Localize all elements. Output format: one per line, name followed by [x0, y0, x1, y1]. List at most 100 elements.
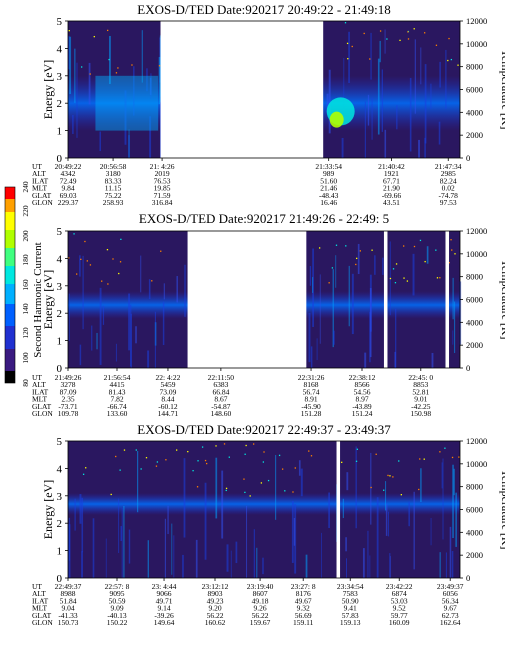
- heatmap-speckle: [379, 30, 382, 32]
- heatmap-streak: [146, 68, 148, 92]
- ephemeris-row-label: MLT: [32, 184, 48, 193]
- ephemeris-cell: 8853: [413, 380, 428, 389]
- ephemeris-cell: 59.77: [391, 611, 408, 620]
- heatmap-streak: [305, 554, 308, 578]
- heatmap-streak: [109, 35, 111, 84]
- heatmap-streak: [128, 529, 131, 564]
- ephemeris-cell: 8168: [304, 380, 319, 389]
- heatmap-streak: [79, 494, 82, 524]
- heatmap-streak: [82, 255, 84, 330]
- heatmap-streak: [431, 352, 434, 368]
- heatmap-streak: [173, 535, 175, 578]
- ephemeris-cell: 21.90: [383, 184, 400, 193]
- ephemeris-row-label: MLT: [32, 604, 48, 613]
- heatmap-streak: [291, 500, 294, 563]
- heatmap-streak: [135, 326, 137, 344]
- heatmap-streak: [412, 253, 415, 296]
- ephemeris-cell: 9.04: [61, 604, 74, 613]
- ephemeris-cell: 8.44: [161, 395, 174, 404]
- ephemeris-cell: 21.46: [320, 184, 337, 193]
- heatmap-speckle: [418, 488, 420, 491]
- ephemeris-cell: 22:45: 0: [408, 373, 433, 382]
- heatmap-streak: [364, 352, 367, 368]
- heatmap-streak: [123, 506, 125, 578]
- y2-tick-label: 6000: [466, 85, 483, 95]
- heatmap-speckle: [215, 445, 217, 447]
- heatmap-speckle: [262, 461, 265, 463]
- heatmap-streak: [184, 264, 186, 317]
- ephemeris-cell: 57.83: [342, 611, 359, 620]
- colorbar: 80 100 120 140 160 180 200 220 240 Secon…: [4, 181, 44, 387]
- heatmap-streak: [370, 32, 372, 80]
- ephemeris-row-label: UT: [32, 162, 42, 171]
- ephemeris-cell: 162.64: [440, 618, 461, 627]
- heatmap-speckle: [205, 462, 208, 465]
- heatmap-speckle: [451, 456, 454, 459]
- ephemeris-cell: 83.33: [105, 176, 122, 185]
- heatmap-speckle: [244, 491, 246, 494]
- ephemeris-cell: -40.13: [107, 611, 127, 620]
- heatmap-streak: [246, 505, 248, 578]
- heatmap-speckle: [370, 486, 372, 489]
- heatmap-streak: [321, 532, 322, 578]
- heatmap-speckle: [82, 473, 85, 475]
- heatmap-streak: [164, 518, 166, 578]
- ephemeris-cell: 2.35: [61, 395, 74, 404]
- heatmap-streak: [88, 62, 91, 105]
- ephemeris-cell: 109.78: [58, 409, 79, 418]
- heatmap-speckle: [318, 247, 321, 249]
- heatmap-speckle: [419, 458, 421, 460]
- colorbar-seg-2: [5, 326, 15, 349]
- ephemeris-cell: 82.24: [440, 176, 457, 185]
- heatmap-streak: [230, 550, 232, 578]
- heatmap-streak: [326, 93, 329, 113]
- ephemeris-cell: 23: 4:44: [152, 582, 177, 591]
- heatmap-speckle: [403, 245, 405, 247]
- heatmap-speckle: [204, 459, 207, 462]
- ephemeris-cell: 2019: [155, 169, 170, 178]
- heatmap-speckle: [267, 479, 270, 482]
- heatmap-streak: [298, 460, 301, 476]
- heatmap-speckle: [386, 38, 388, 40]
- heatmap-streak: [92, 518, 95, 578]
- ephemeris-cell: -60.12: [158, 402, 178, 411]
- ephemeris-cell: 20:56:58: [100, 162, 127, 171]
- ephemeris-cell: 21:47:34: [435, 162, 462, 171]
- heatmap-speckle: [76, 273, 78, 275]
- heatmap-streak: [99, 131, 101, 152]
- heatmap-streak: [418, 139, 421, 158]
- panel-title: EXOS-D/TED Date:920217 21:49:26 - 22:49:…: [139, 211, 389, 226]
- y-tick-label: 5: [57, 226, 63, 238]
- ephemeris-cell: 9.14: [157, 604, 170, 613]
- heatmap-streak: [387, 511, 390, 537]
- heatmap-speckle: [424, 260, 426, 263]
- ephemeris-cell: -74.78: [439, 191, 459, 200]
- ephemeris-cell: 21:33:54: [315, 162, 342, 171]
- ephemeris-cell: -66.74: [107, 402, 127, 411]
- heatmap-speckle: [328, 282, 330, 284]
- heatmap-streak: [345, 537, 347, 552]
- ephemeris-cell: 22:57: 8: [105, 582, 130, 591]
- ephemeris-cell: 23:34:54: [337, 582, 364, 591]
- heatmap-speckle: [389, 277, 392, 280]
- heatmap-streak: [309, 266, 312, 286]
- heatmap-speckle: [107, 283, 109, 285]
- ephemeris-cell: 21:56:54: [104, 373, 131, 382]
- heatmap-speckle: [249, 495, 251, 497]
- heatmap-speckle: [93, 35, 95, 38]
- heatmap-streak: [367, 94, 370, 126]
- heatmap-speckle: [331, 267, 334, 269]
- heatmap-streak: [215, 457, 218, 519]
- heatmap-streak: [128, 293, 131, 351]
- ephemeris-cell: 6056: [443, 589, 458, 598]
- y-tick-label: 1: [57, 126, 63, 138]
- heatmap-streak: [148, 279, 151, 300]
- heatmap-streak: [163, 283, 165, 300]
- y-tick-label: 4: [57, 253, 63, 265]
- ephemeris-cell: 54.56: [354, 387, 371, 396]
- ephemeris-cell: 6383: [213, 380, 228, 389]
- ephemeris-cell: -48.43: [319, 191, 339, 200]
- ephemeris-cell: 9095: [110, 589, 125, 598]
- ephemeris-cell: 6874: [392, 589, 407, 598]
- ephemeris-cell: 43.51: [383, 198, 400, 207]
